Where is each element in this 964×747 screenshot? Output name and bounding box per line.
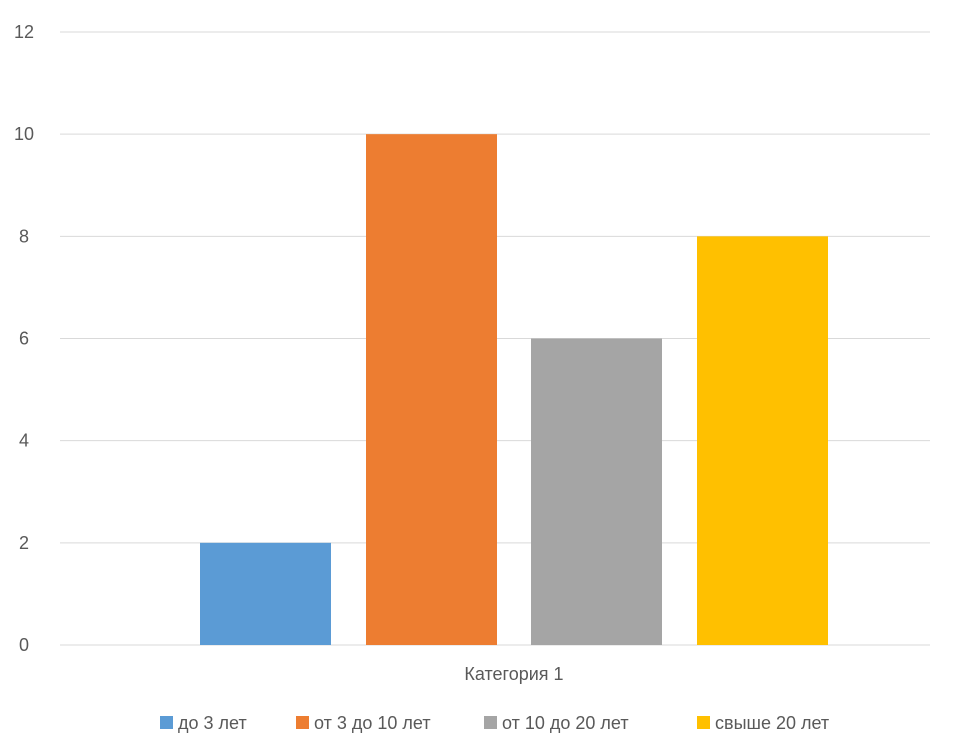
legend-label: до 3 лет [178, 713, 247, 733]
y-tick-label: 2 [19, 533, 29, 553]
y-tick-label: 6 [19, 329, 29, 349]
y-tick-label: 8 [19, 226, 29, 246]
legend-item-3: от 10 до 20 лет [484, 713, 629, 733]
legend-item-2: от 3 до 10 лет [296, 713, 431, 733]
legend-label: свыше 20 лет [715, 713, 829, 733]
legend-label: от 10 до 20 лет [502, 713, 629, 733]
y-tick-label: 4 [19, 431, 29, 451]
bar-3 [531, 338, 662, 645]
y-tick-label: 12 [14, 22, 34, 42]
legend-label: от 3 до 10 лет [314, 713, 431, 733]
bar-4 [697, 236, 828, 646]
bars [200, 134, 828, 646]
bar-1 [200, 542, 331, 645]
legend-item-1: до 3 лет [160, 713, 247, 733]
legend-swatch [160, 716, 173, 729]
y-tick-label: 0 [19, 635, 29, 655]
legend-swatch [296, 716, 309, 729]
bar-2 [366, 134, 497, 645]
legend-item-4: свыше 20 лет [697, 713, 829, 733]
x-axis-tick-labels: Категория 1 [464, 664, 563, 684]
x-tick-label: Категория 1 [464, 664, 563, 684]
y-tick-label: 10 [14, 124, 34, 144]
legend-swatch [484, 716, 497, 729]
legend: до 3 лет от 3 до 10 лет от 10 до 20 лет свы… [160, 713, 829, 733]
y-axis-tick-labels: 0 2 4 6 8 10 12 [14, 22, 34, 655]
legend-swatch [697, 716, 710, 729]
